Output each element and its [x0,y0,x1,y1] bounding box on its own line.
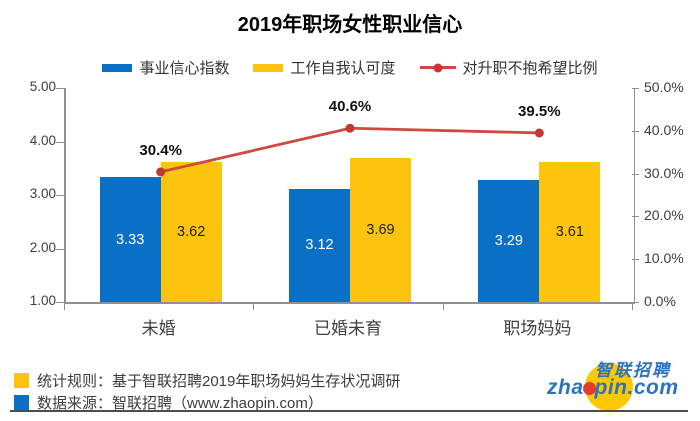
legend-label: 对升职不抱希望比例 [462,60,598,77]
legend-item-self-approval: 工作自我认可度 [253,57,396,78]
x-axis-tick [632,304,633,310]
y-axis-tick-right [632,173,639,175]
legend-label: 工作自我认可度 [290,60,396,77]
footer-note-text: 统计规则：基于智联招聘2019年职场妈妈生存状况调研 [37,373,401,390]
line-marker-icon [433,63,442,72]
legend-swatch-yellow-bar [253,63,284,72]
y-axis-tick-right [632,130,639,132]
y-axis-tick-right [632,259,639,261]
bar-series-0-cat-0: 3.33 [99,177,161,302]
legend-swatch-blue-bar [102,63,133,72]
category-label: 已婚未育 [314,319,382,338]
y-axis-label-right: 20.0% [644,207,684,224]
bar-series-1-cat-1: 3.69 [350,158,411,302]
line-marker [534,128,544,138]
legend-item-no-promotion-hope: 对升职不抱希望比例 [419,57,598,78]
line-marker [156,167,166,177]
plot-area: 3.33 3.12 3.29 3.62 3.69 3.61 30.4% 40.6% 39.5% [64,88,635,304]
y-axis-label-right: 0.0% [644,293,676,309]
y-axis-tick-right [632,302,639,303]
y-axis-tick-left [56,302,64,303]
bar-series-1-cat-2: 3.61 [539,162,601,302]
logo-cn-text: 智联招聘 [595,361,671,380]
line-point-label: 30.4% [139,141,182,159]
y-axis-label-left: 3.00 [29,186,56,201]
bar-series-1-cat-0: 3.62 [160,161,222,302]
footer-blue-swatch [14,395,29,410]
line-marker [345,123,355,133]
y-axis-label-right: 10.0% [644,250,684,267]
y-axis-tick-right [632,216,639,218]
bar-series-0-cat-2: 3.29 [478,179,540,302]
y-axis-label-left: 2.00 [29,239,56,255]
logo-en-text: zha pin.com [547,376,679,399]
category-label: 未婚 [141,319,176,338]
logo-red-dot-icon [582,382,596,395]
y-axis-label-left: 5.00 [29,79,56,94]
line-point-label: 40.6% [328,98,372,116]
y-axis-label-right: 30.0% [644,164,684,181]
y-axis-tick-left [56,248,64,250]
y-axis-label-right: 50.0% [644,79,684,95]
x-axis-tick [64,304,65,310]
bottom-divider [10,410,688,412]
legend-label: 事业信心指数 [139,60,230,77]
line-point-label: 39.5% [518,102,561,120]
y-axis-label-left: 1.00 [29,293,56,308]
y-axis-tick-left [56,141,64,143]
category-label: 职场妈妈 [503,319,572,338]
footer-note-text: 数据来源：智联招聘（www.zhaopin.com） [37,395,323,412]
line-series [156,123,544,177]
bar-series-0-cat-1: 3.12 [289,188,350,302]
y-axis-label-right: 40.0% [644,121,684,138]
legend-item-career-confidence: 事业信心指数 [102,57,229,78]
y-axis-label-left: 4.00 [29,132,56,148]
x-axis-tick [253,304,255,310]
legend-swatch-red-line [419,63,456,72]
footer-yellow-swatch [14,373,29,388]
footer-note-statistics-rule: 统计规则：基于智联招聘2019年职场妈妈生存状况调研 [14,370,400,391]
y-axis-tick-right [632,88,639,89]
footer-note-data-source: 数据来源：智联招聘（www.zhaopin.com） [14,392,323,413]
y-axis-tick-left [56,88,64,89]
chart-title: 2019年职场女性职业信心 [237,14,463,36]
zhaopin-logo: 智联招聘 zha pin.com [547,352,699,414]
legend: 事业信心指数 工作自我认可度 对升职不抱希望比例 [0,57,700,78]
x-axis-tick [442,304,444,310]
y-axis-tick-left [56,195,64,196]
